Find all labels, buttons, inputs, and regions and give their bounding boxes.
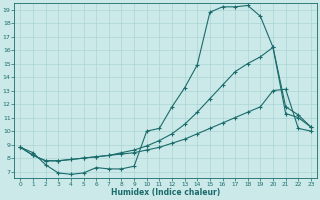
X-axis label: Humidex (Indice chaleur): Humidex (Indice chaleur) [111, 188, 220, 197]
